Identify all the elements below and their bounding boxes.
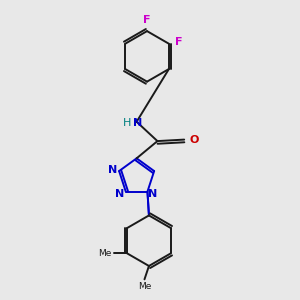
Text: Me: Me xyxy=(98,249,111,258)
Text: O: O xyxy=(190,135,199,145)
Text: N: N xyxy=(148,189,158,199)
Text: Me: Me xyxy=(138,282,151,291)
Text: F: F xyxy=(143,15,151,25)
Text: F: F xyxy=(176,37,183,47)
Text: H: H xyxy=(123,118,131,128)
Text: N: N xyxy=(134,118,143,128)
Text: N: N xyxy=(115,189,124,199)
Text: N: N xyxy=(108,165,117,175)
